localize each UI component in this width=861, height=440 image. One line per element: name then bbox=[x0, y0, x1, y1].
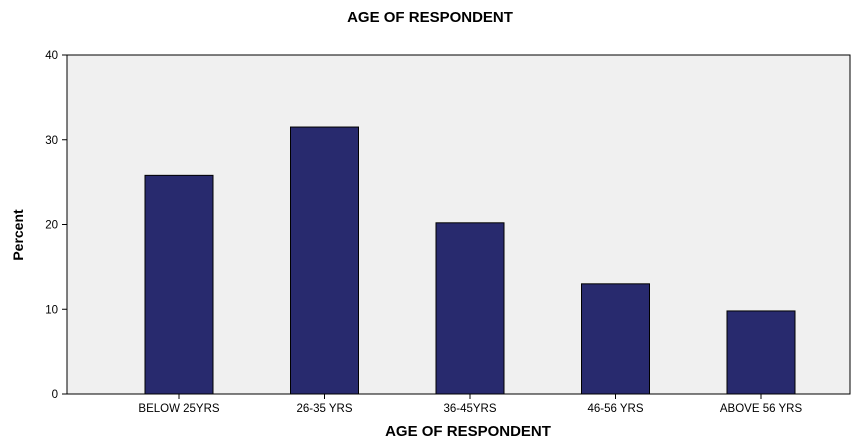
bar bbox=[290, 126, 359, 395]
bar bbox=[435, 222, 505, 395]
y-axis-title: Percent bbox=[10, 209, 26, 261]
y-tick-label: 30 bbox=[45, 135, 58, 147]
y-tick-label: 20 bbox=[45, 220, 58, 232]
x-tick-label: 26-35 YRS bbox=[296, 403, 352, 415]
bar bbox=[581, 283, 650, 395]
x-axis: BELOW 25YRS 26-35 YRS 36-45YRS 46-56 YRS ABO… bbox=[138, 394, 802, 415]
bars bbox=[144, 126, 796, 395]
x-tick-label: BELOW 25YRS bbox=[138, 403, 219, 415]
y-tick-label: 0 bbox=[52, 389, 58, 401]
bar bbox=[144, 174, 214, 395]
y-tick-label: 10 bbox=[45, 304, 58, 316]
chart-title: AGE OF RESPONDENT bbox=[347, 9, 513, 26]
y-tick-label: 40 bbox=[45, 50, 58, 62]
bar bbox=[726, 310, 796, 395]
x-axis-title: AGE OF RESPONDENT bbox=[385, 423, 551, 440]
y-axis: 0 10 20 30 40 bbox=[45, 50, 67, 401]
x-tick-label: 36-45YRS bbox=[443, 403, 496, 415]
x-tick-label: ABOVE 56 YRS bbox=[720, 403, 803, 415]
x-tick-label: 46-56 YRS bbox=[587, 403, 643, 415]
